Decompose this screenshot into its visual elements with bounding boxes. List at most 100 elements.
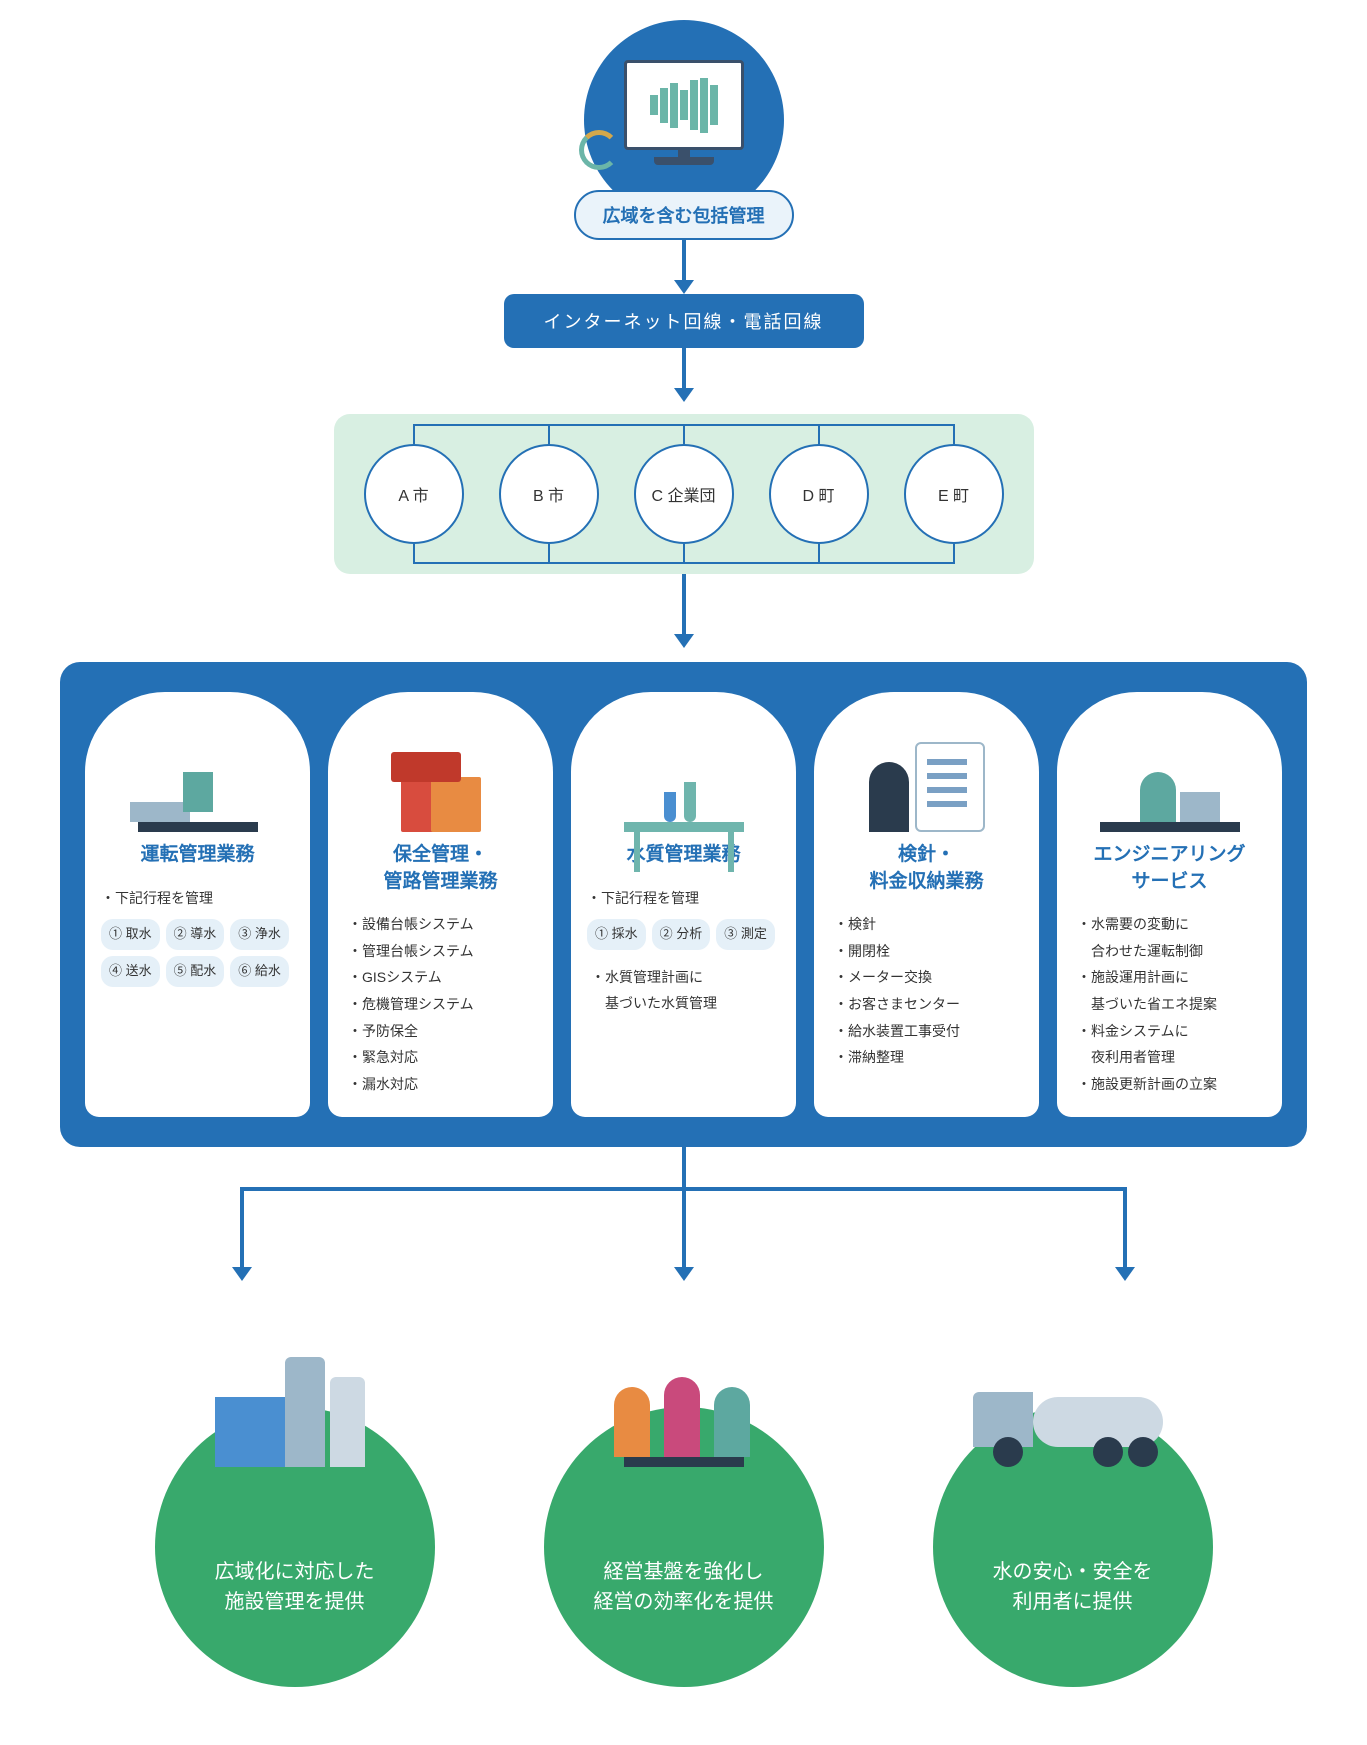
card-illustration [1073, 712, 1266, 832]
monitor-icon [624, 60, 744, 150]
list-item: ・予防保全 [348, 1018, 537, 1045]
list-item: ・お客さまセンター [834, 991, 1023, 1018]
connector [240, 1187, 244, 1267]
city-node: D 町 [769, 444, 869, 544]
connector [953, 424, 955, 444]
outcomes-row: 広域化に対応した施設管理を提供 経営基盤を強化し経営の効率化を提供 水の安心・安全を… [120, 1317, 1247, 1687]
arrow-down-icon [1115, 1267, 1135, 1281]
card-title: エンジニアリングサービス [1073, 842, 1266, 895]
connector [682, 240, 686, 280]
connector [683, 544, 685, 564]
outcome-text: 広域化に対応した施設管理を提供 [215, 1477, 375, 1617]
connector [682, 348, 686, 388]
outcome-illustration [923, 1317, 1223, 1467]
pill: ⑥ 給水 [230, 956, 289, 987]
outcome-illustration [534, 1317, 834, 1467]
list-item: ・開閉栓 [834, 938, 1023, 965]
connector [682, 1187, 686, 1267]
list-item: ・メーター交換 [834, 964, 1023, 991]
city-node: A 市 [364, 444, 464, 544]
service-card: エンジニアリングサービス・水需要の変動に 合わせた運転制御・施設運用計画に 基づ… [1057, 692, 1282, 1117]
pill: ① 取水 [101, 919, 160, 950]
connector [818, 424, 820, 444]
card-list: ・水需要の変動に 合わせた運転制御・施設運用計画に 基づいた省エネ提案・料金シス… [1073, 911, 1266, 1097]
card-list: ・設備台帳システム・管理台帳システム・GISシステム・危機管理システム・予防保全… [344, 911, 537, 1097]
arrow-down-icon [674, 1267, 694, 1281]
city-node: B 市 [499, 444, 599, 544]
pill-row: ① 取水② 導水③ 浄水 ④ 送水⑤ 配水⑥ 給水 [101, 919, 294, 986]
card-title: 保全管理・管路管理業務 [344, 842, 537, 895]
arrow-down-icon [232, 1267, 252, 1281]
service-card: 運転管理業務・下記行程を管理① 取水② 導水③ 浄水④ 送水⑤ 配水⑥ 給水 [85, 692, 310, 1117]
chart-bar [670, 83, 678, 128]
card-illustration [587, 712, 780, 832]
refresh-icon [579, 130, 619, 170]
service-card: 検針・料金収納業務・検針・開閉栓・メーター交換・お客さまセンター・給水装置工事受… [814, 692, 1039, 1117]
connector [683, 424, 685, 444]
arrow-down-icon [674, 634, 694, 648]
city-node: E 町 [904, 444, 1004, 544]
service-card: 保全管理・管路管理業務・設備台帳システム・管理台帳システム・GISシステム・危機… [328, 692, 553, 1117]
arrow-down-icon [674, 388, 694, 402]
connector [953, 544, 955, 564]
chart-bar [680, 90, 688, 120]
outcome: 広域化に対応した施設管理を提供 [145, 1317, 445, 1687]
card-body: ・水需要の変動に 合わせた運転制御・施設運用計画に 基づいた省エネ提案・料金シス… [1073, 911, 1266, 1097]
card-list: ・水質管理計画に 基づいた水質管理 [587, 964, 780, 1017]
card-body: ・設備台帳システム・管理台帳システム・GISシステム・危機管理システム・予防保全… [344, 911, 537, 1097]
connector [413, 544, 415, 564]
pill: ③ 測定 [716, 919, 775, 950]
card-title: 検針・料金収納業務 [830, 842, 1023, 895]
outcome-text: 経営基盤を強化し経営の効率化を提供 [594, 1477, 774, 1617]
list-item: ・危機管理システム [348, 991, 537, 1018]
list-item: ・水質管理計画に 基づいた水質管理 [591, 964, 780, 1017]
list-item: ・検針 [834, 911, 1023, 938]
pill: ③ 浄水 [230, 919, 289, 950]
connector [548, 424, 550, 444]
pill: ① 採水 [587, 919, 646, 950]
network-box: インターネット回線・電話回線 [504, 294, 864, 348]
pill: ② 分析 [652, 919, 711, 950]
list-item: ・滞納整理 [834, 1044, 1023, 1071]
card-illustration [101, 712, 294, 832]
pill: ④ 送水 [101, 956, 160, 987]
outcome-illustration [145, 1317, 445, 1467]
pill: ② 導水 [166, 919, 225, 950]
card-illustration [344, 712, 537, 832]
chart-bar [700, 78, 708, 133]
card-body: ・検針・開閉栓・メーター交換・お客さまセンター・給水装置工事受付・滞納整理 [830, 911, 1023, 1071]
list-item: ・料金システムに 夜利用者管理 [1077, 1018, 1266, 1071]
service-card: 水質管理業務・下記行程を管理 ① 採水② 分析③ 測定・水質管理計画に 基づいた水… [571, 692, 796, 1117]
card-illustration [830, 712, 1023, 832]
list-item: ・施設更新計画の立案 [1077, 1071, 1266, 1098]
card-body: ・下記行程を管理 ① 採水② 分析③ 測定・水質管理計画に 基づいた水質管理 [587, 885, 780, 1017]
list-item: ・水需要の変動に 合わせた運転制御 [1077, 911, 1266, 964]
branches [180, 1147, 1187, 1317]
list-item: ・給水装置工事受付 [834, 1018, 1023, 1045]
cities-band: A 市 B 市 C 企業団 D 町 E 町 [334, 414, 1034, 574]
chart-bar [710, 85, 718, 125]
list-item: ・施設運用計画に 基づいた省エネ提案 [1077, 964, 1266, 1017]
outcome-text: 水の安心・安全を利用者に提供 [993, 1477, 1153, 1617]
list-item: ・GISシステム [348, 964, 537, 991]
service-panel: 運転管理業務・下記行程を管理① 取水② 導水③ 浄水④ 送水⑤ 配水⑥ 給水保全… [60, 662, 1307, 1147]
outcome: 水の安心・安全を利用者に提供 [923, 1317, 1223, 1687]
card-title: 水質管理業務 [587, 842, 780, 869]
city-node: C 企業団 [634, 444, 734, 544]
top-label: 広域を含む包括管理 [574, 190, 794, 240]
list-item: ・設備台帳システム [348, 911, 537, 938]
connector [548, 544, 550, 564]
chart-bar [650, 95, 658, 115]
outcome: 経営基盤を強化し経営の効率化を提供 [534, 1317, 834, 1687]
card-body: ・下記行程を管理 ① 取水② 導水③ 浄水 ④ 送水⑤ 配水⑥ 給水 [101, 885, 294, 987]
card-list: ・検針・開閉栓・メーター交換・お客さまセンター・給水装置工事受付・滞納整理 [830, 911, 1023, 1071]
connector [682, 574, 686, 634]
list-item: ・緊急対応 [348, 1044, 537, 1071]
list-item: ・漏水対応 [348, 1071, 537, 1098]
pill-row: ① 採水② 分析③ 測定 [587, 919, 780, 950]
connector [682, 1147, 686, 1187]
connector [818, 544, 820, 564]
pill: ⑤ 配水 [166, 956, 225, 987]
card-lead: ・下記行程を管理 [587, 885, 780, 912]
card-lead: ・下記行程を管理 [101, 885, 294, 912]
